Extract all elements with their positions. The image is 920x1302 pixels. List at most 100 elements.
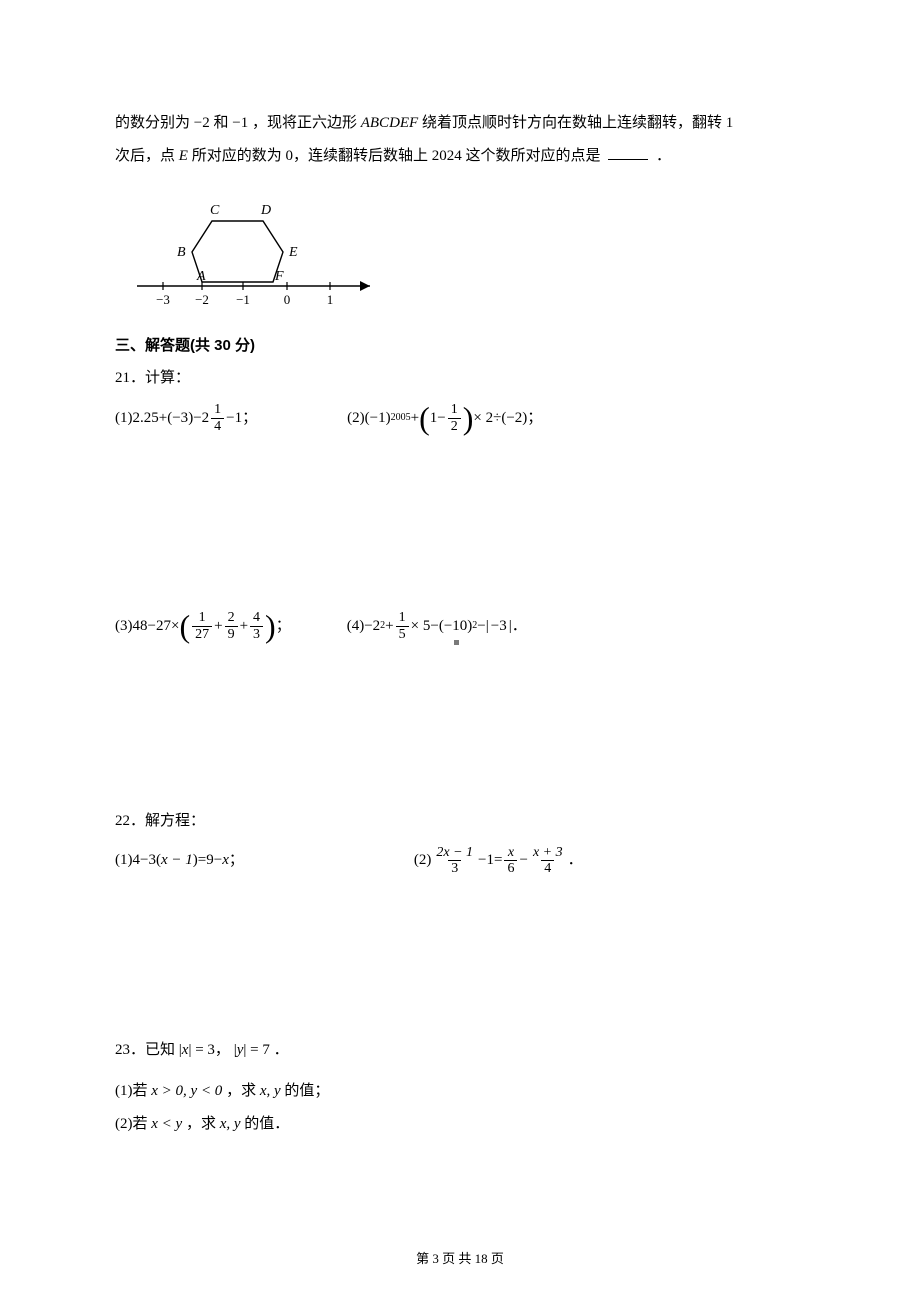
math-vars: x, y — [220, 1116, 245, 1132]
q21-part3: (3) 48 − 27 × ( 127 + 29 + 43 ) ； — [115, 610, 291, 642]
svg-text:E: E — [288, 245, 298, 260]
semicolon: ； — [527, 405, 542, 432]
math-number: 9 — [206, 847, 214, 874]
semicolon: ； — [276, 613, 291, 640]
math-condition: x > 0, y < 0 — [151, 1083, 222, 1099]
hexagon-diagram: −3−2−101ABCDEF — [135, 184, 805, 324]
intro-line-1: 的数分别为 −2 和 −1 ，现将正六边形 ABCDEF 绕着顶点顺时针方向在数… — [115, 110, 805, 137]
math-number: 27 — [156, 613, 171, 640]
math-op: = — [198, 847, 206, 874]
frac-den: 4 — [541, 860, 554, 876]
q22-part2: (2) 2x − 13 − 1 = x6 − x + 34 ． — [414, 845, 583, 877]
math-number: 48 — [133, 613, 148, 640]
math-var: x — [182, 1042, 189, 1058]
label-prefix: (1)若 — [115, 1083, 151, 1099]
math-op: ÷ — [493, 405, 501, 432]
frac-num: 1 — [211, 402, 224, 417]
frac-den: 3 — [448, 860, 461, 876]
label-prefix: (2) — [414, 847, 432, 874]
frac-num: x — [505, 845, 517, 860]
math-op: − — [519, 847, 527, 874]
intro-line-2: 次后，点 E 所对应的数为 0，连续翻转后数轴上 2024 这个数所对应的点是 … — [115, 143, 805, 170]
math-number: 3 — [148, 847, 156, 874]
math-op: = — [494, 847, 502, 874]
frac-num: 1 — [448, 402, 461, 417]
q23-part1: (1)若 x > 0, y < 0 ，求 x, y 的值； — [115, 1078, 805, 1105]
math-var: x — [222, 847, 229, 874]
svg-text:0: 0 — [284, 292, 291, 307]
math-op: + — [159, 405, 167, 432]
math-vars: x, y — [260, 1083, 285, 1099]
frac-den: 3 — [250, 626, 263, 642]
svg-text:D: D — [260, 203, 271, 218]
frac-den: 4 — [211, 418, 224, 434]
math-op: × 5 — [411, 613, 431, 640]
left-paren-icon: ( — [419, 402, 430, 434]
mixed-fraction: 2 1 4 — [202, 402, 227, 434]
frac-num: 2x − 1 — [433, 845, 476, 860]
text-fragment: 的值； — [284, 1083, 329, 1099]
math-expr: = 7 ． — [250, 1042, 288, 1058]
value-neg2: −2 — [194, 115, 210, 131]
math-number: −1 — [370, 405, 386, 432]
frac-num: 2 — [225, 610, 238, 625]
label-prefix: (2)若 — [115, 1116, 151, 1132]
math-op: − — [430, 613, 438, 640]
label-prefix: (3) — [115, 613, 133, 640]
q23-stem: 23．已知 |x| = 3， |y| = 7 ． — [115, 1037, 805, 1064]
frac-den: 27 — [192, 626, 212, 642]
text-fragment: ，现将正六边形 — [252, 115, 357, 131]
text-fragment: ，求 — [186, 1116, 216, 1132]
math-op: + — [385, 613, 393, 640]
math-op: − — [478, 847, 486, 874]
text-fragment: 的值． — [244, 1116, 289, 1132]
svg-text:−2: −2 — [195, 292, 209, 307]
text-fragment: 次后，点 — [115, 148, 175, 164]
q21-row-1: (1) 2.25 + (−3) − 2 1 4 − 1 ； (2) (−1)20… — [115, 402, 805, 434]
math-op: − — [437, 405, 445, 432]
math-expr: = 3， — [195, 1042, 230, 1058]
workspace-gap — [115, 887, 805, 1037]
left-paren-icon: ( — [179, 610, 190, 642]
text-fragment: 绕着顶点顺时针方向在数轴上连续翻转，翻转 1 — [422, 115, 733, 131]
point-e: E — [179, 148, 188, 164]
frac-num: 1 — [196, 610, 209, 625]
math-number: 2.25 — [133, 405, 159, 432]
q21-part1: (1) 2.25 + (−3) − 2 1 4 − 1 ； — [115, 402, 257, 434]
q23-part2: (2)若 x < y ，求 x, y 的值． — [115, 1111, 805, 1138]
math-number: 1 — [487, 847, 495, 874]
svg-text:C: C — [210, 203, 220, 218]
math-number: −10 — [444, 613, 467, 640]
frac-num: x + 3 — [530, 845, 566, 860]
period: ． — [568, 847, 583, 874]
label-prefix: (1) — [115, 405, 133, 432]
math-number: 4 — [133, 847, 141, 874]
math-exponent: 2005 — [391, 409, 411, 427]
svg-text:−3: −3 — [156, 292, 170, 307]
math-op: − — [214, 847, 222, 874]
frac-den: 2 — [448, 418, 461, 434]
section-3-title: 三、解答题(共 30 分) — [115, 332, 805, 359]
right-paren-icon: ) — [265, 610, 276, 642]
frac-den: 6 — [504, 860, 517, 876]
right-paren-icon: ) — [463, 402, 474, 434]
svg-text:A: A — [196, 269, 206, 284]
value-neg1: −1 — [232, 115, 248, 131]
math-op: + — [411, 405, 419, 432]
math-op: + — [214, 613, 222, 640]
math-op: − — [140, 847, 148, 874]
q21-row-2: (3) 48 − 27 × ( 127 + 29 + 43 ) ； (4) −2… — [115, 610, 805, 642]
q22-part1: (1) 4 − 3 (x − 1) = 9 − x ； — [115, 847, 244, 874]
math-number: 1 — [430, 405, 438, 432]
svg-text:F: F — [274, 269, 284, 284]
answer-blank — [608, 146, 648, 160]
text-fragment: 的数分别为 — [115, 115, 190, 131]
math-expr: x − 1 — [161, 847, 193, 874]
label-prefix: (4) — [347, 613, 365, 640]
q21-part2: (2) (−1)2005 + ( 1 − 1 2 ) × 2 ÷ (−2) ； — [347, 402, 542, 434]
math-var: y — [237, 1042, 244, 1058]
marker-icon — [454, 640, 459, 645]
page-footer: 第 3 页 共 18 页 — [0, 1247, 920, 1270]
semicolon: ； — [242, 405, 257, 432]
q21-stem: 21．计算： — [115, 365, 805, 392]
